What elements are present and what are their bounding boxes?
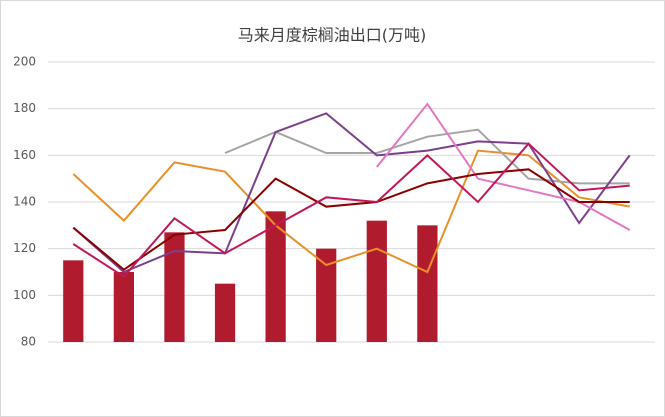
y-tick-label: 200: [13, 55, 36, 69]
bar: [214, 283, 236, 342]
bar: [265, 211, 286, 342]
line: [376, 102, 631, 231]
y-tick-label: 80: [21, 335, 36, 349]
y-tick-label: 100: [13, 288, 36, 302]
line: [72, 112, 631, 274]
bar: [316, 248, 337, 342]
bar: [63, 260, 84, 342]
y-tick-label: 140: [13, 195, 36, 209]
bar: [164, 232, 185, 342]
y-tick-label: 120: [13, 241, 36, 255]
bar: [417, 225, 438, 342]
line: [224, 128, 630, 185]
bar: [113, 272, 134, 342]
line: [72, 142, 630, 278]
y-tick-label: 160: [13, 148, 36, 162]
y-tick-label: 180: [13, 101, 36, 115]
chart-title: 马来月度棕榈油出口(万吨): [238, 26, 427, 45]
bar: [366, 220, 387, 342]
line: [72, 149, 630, 274]
line: [72, 168, 630, 271]
